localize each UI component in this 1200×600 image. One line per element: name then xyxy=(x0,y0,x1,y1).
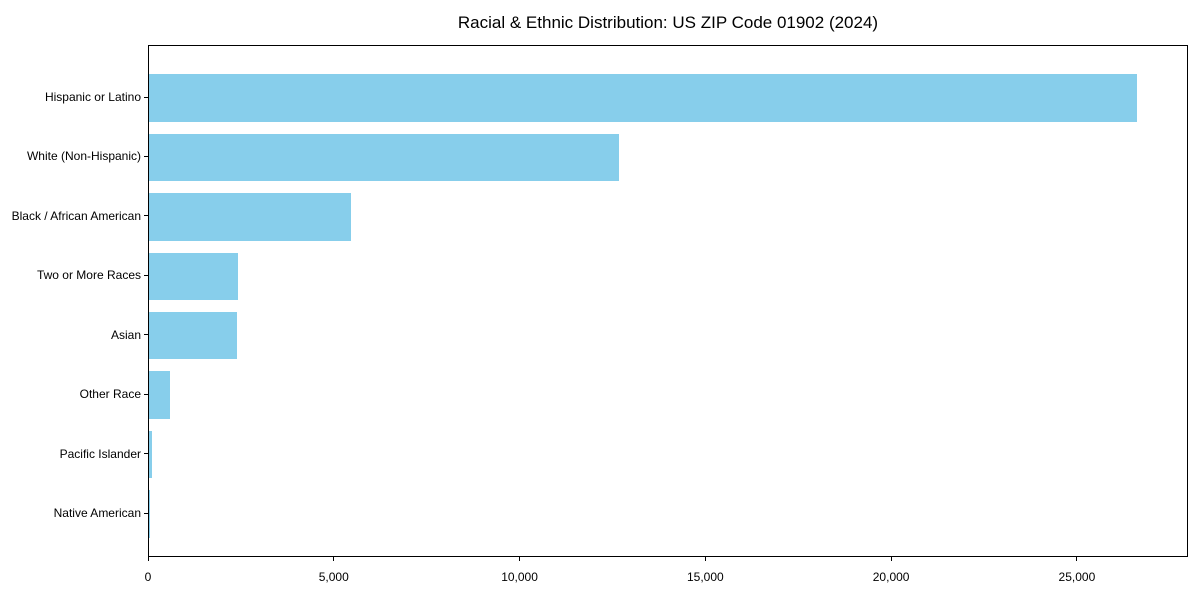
x-tick-label: 10,000 xyxy=(501,570,538,584)
x-tick-mark xyxy=(704,557,706,561)
y-tick-mark xyxy=(144,274,148,276)
x-tick-mark xyxy=(147,557,149,561)
plot-area xyxy=(148,45,1188,557)
y-tick-label: Black / African American xyxy=(11,208,141,223)
x-tick-label: 20,000 xyxy=(872,570,910,584)
bar-native-american xyxy=(149,490,150,538)
y-tick-label: Pacific Islander xyxy=(59,446,141,461)
x-tick-mark xyxy=(1076,557,1078,561)
x-tick-mark xyxy=(519,557,521,561)
chart-title: Racial & Ethnic Distribution: US ZIP Cod… xyxy=(457,13,879,32)
x-tick-label: 0 xyxy=(144,570,152,584)
bar-white-non-hispanic xyxy=(149,133,620,182)
y-tick-label: Native American xyxy=(53,506,141,520)
x-tick-label: 15,000 xyxy=(686,570,724,584)
bar-other-race xyxy=(149,371,170,419)
y-tick-mark xyxy=(144,96,148,98)
y-tick-mark xyxy=(144,215,148,217)
bar-black-african-american xyxy=(149,193,351,241)
x-tick-mark xyxy=(333,557,335,561)
y-tick-label: Two or More Races xyxy=(36,268,141,283)
y-tick-mark xyxy=(144,512,148,514)
y-tick-mark xyxy=(144,453,148,455)
y-tick-label: Other Race xyxy=(79,387,141,402)
x-tick-label: 25,000 xyxy=(1058,570,1096,584)
x-tick-label: 5,000 xyxy=(318,570,349,584)
y-tick-mark xyxy=(144,393,148,395)
bar-asian xyxy=(149,311,238,360)
y-tick-label: Asian xyxy=(110,327,141,342)
x-tick-mark xyxy=(890,557,892,561)
y-tick-label: White (Non-Hispanic) xyxy=(26,149,141,164)
y-tick-mark xyxy=(144,334,148,336)
y-tick-label: Hispanic or Latino xyxy=(44,90,141,104)
bar-hispanic-or-latino xyxy=(149,74,1137,122)
bar-pacific-islander xyxy=(149,430,152,479)
bar-two-or-more-races xyxy=(149,252,238,301)
y-tick-mark xyxy=(144,155,148,157)
